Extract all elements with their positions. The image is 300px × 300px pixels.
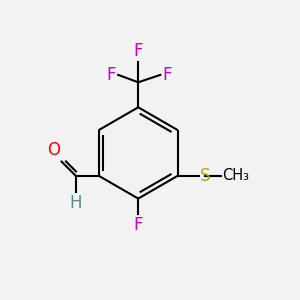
Text: S: S — [200, 167, 211, 185]
Text: F: F — [134, 42, 143, 60]
Text: CH₃: CH₃ — [222, 168, 249, 183]
Text: F: F — [162, 66, 172, 84]
Text: F: F — [134, 216, 143, 234]
Text: F: F — [106, 66, 116, 84]
Text: H: H — [70, 194, 82, 212]
Text: O: O — [47, 141, 60, 159]
